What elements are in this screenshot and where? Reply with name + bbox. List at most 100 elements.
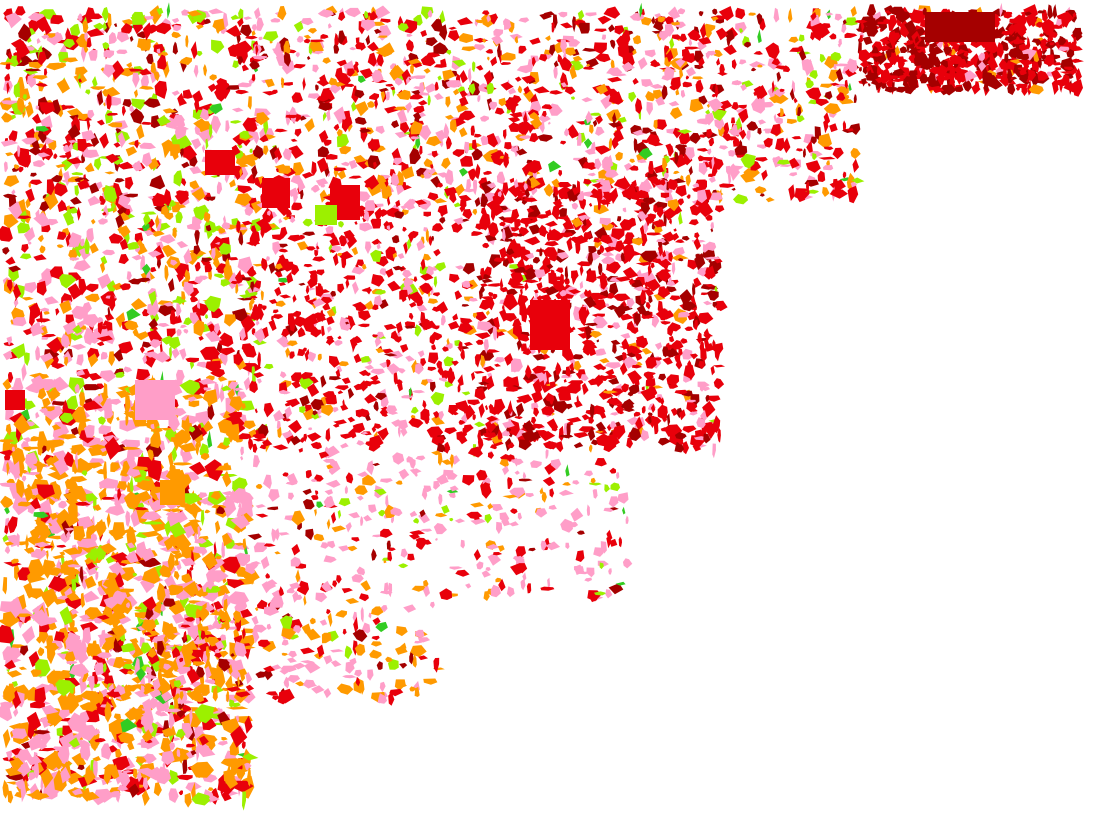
parcel-light-green — [238, 8, 244, 21]
parcel-orange — [116, 481, 128, 491]
parcel-orange — [336, 683, 354, 695]
parcel-orange — [244, 153, 256, 167]
parcel-light-green — [173, 170, 183, 187]
parcel-orange — [129, 638, 139, 644]
parcel-pink — [408, 76, 418, 80]
parcel-light-green — [336, 133, 349, 148]
parcel-orange — [213, 257, 220, 269]
parcel-pink — [445, 169, 454, 186]
parcel-red — [301, 172, 314, 179]
parcel-dark-red — [553, 400, 569, 414]
parcel-red — [288, 145, 304, 159]
parcel-orange — [28, 182, 32, 189]
parcel-red — [621, 383, 629, 393]
parcel-dark-red — [651, 221, 656, 230]
parcel-pink — [621, 61, 635, 72]
parcel-orange — [385, 656, 393, 663]
parcel-dark-red — [587, 426, 596, 442]
parcel-pink — [390, 172, 400, 187]
parcel-pink — [100, 637, 106, 645]
parcel-pink — [434, 93, 444, 100]
parcel-light-green — [344, 645, 353, 660]
parcel-light-green — [669, 37, 675, 50]
parcel-red — [738, 129, 747, 140]
parcel-red — [623, 247, 634, 260]
parcel-orange — [500, 52, 516, 61]
parcel-pink — [761, 101, 774, 108]
parcel-red — [166, 328, 176, 338]
parcel-orange — [354, 101, 369, 117]
parcel-red — [635, 261, 653, 266]
parcel-pink — [728, 150, 736, 157]
parcel-light-green — [174, 680, 182, 688]
parcel-light-green — [805, 79, 814, 88]
parcel-red — [371, 635, 380, 641]
parcel-pink — [594, 158, 602, 170]
parcel-light-green — [472, 61, 476, 73]
parcel-red — [492, 188, 505, 205]
parcel-red — [599, 235, 612, 244]
parcel-light-green — [208, 124, 213, 139]
parcel-red — [619, 219, 633, 231]
parcel-pink — [252, 55, 268, 60]
parcel-pink — [221, 541, 225, 559]
parcel-red — [783, 65, 791, 73]
parcel-orange — [107, 575, 119, 597]
parcel-orange — [225, 258, 230, 269]
parcel-pink — [626, 416, 641, 426]
parcel-pink — [149, 689, 162, 699]
parcel-red — [558, 190, 569, 200]
parcel-pink — [155, 699, 170, 713]
parcel-red — [183, 630, 187, 642]
parcel-red — [668, 179, 678, 191]
parcel-orange — [237, 676, 240, 687]
parcel-pink — [254, 131, 260, 145]
parcel-orange — [754, 186, 767, 194]
parcel-light-green — [200, 509, 205, 526]
parcel-light-green — [437, 75, 442, 81]
parcel-pink — [248, 78, 254, 85]
parcel-red — [671, 34, 683, 40]
parcel-red — [678, 441, 684, 445]
parcel-red — [35, 318, 51, 323]
parcel-orange — [173, 462, 193, 466]
parcel-red — [652, 258, 662, 264]
parcel-light-green — [733, 194, 749, 205]
parcel-pink — [187, 396, 197, 402]
parcel-pink — [704, 256, 721, 260]
parcel-red — [104, 313, 115, 321]
parcel-light-green — [132, 572, 138, 577]
parcel-red — [497, 429, 503, 440]
parcel-pink — [129, 105, 135, 113]
parcel-pink — [964, 70, 978, 82]
parcel-pink — [779, 164, 792, 167]
parcel-red — [163, 188, 172, 207]
parcel-orange — [125, 395, 131, 415]
parcel-orange — [147, 449, 154, 462]
parcel-light-green — [506, 107, 512, 114]
parcel-red — [755, 85, 768, 100]
parcel-red — [176, 774, 193, 781]
parcel-light-green — [11, 681, 18, 688]
parcel-dark-red — [810, 136, 817, 145]
parcel-red — [607, 76, 623, 83]
parcel-red — [516, 394, 533, 404]
parcel-pink — [102, 249, 116, 256]
parcel-pink — [118, 131, 126, 148]
parcel-pink — [216, 181, 223, 195]
parcel-red — [418, 100, 428, 106]
parcel-dark-red — [884, 86, 899, 93]
parcel-orange — [85, 644, 96, 657]
parcel-pink — [678, 311, 690, 318]
parcel-red — [684, 46, 700, 50]
parcel-red — [532, 423, 545, 429]
parcel-pink — [120, 439, 128, 446]
parcel-red — [480, 283, 489, 288]
parcel-red — [213, 601, 224, 610]
parcel-red — [5, 63, 11, 70]
parcel-red — [500, 81, 514, 91]
parcel-orange — [25, 103, 34, 118]
parcel-green — [639, 2, 643, 18]
parcel-pink — [97, 218, 108, 225]
parcel-red — [810, 11, 817, 21]
